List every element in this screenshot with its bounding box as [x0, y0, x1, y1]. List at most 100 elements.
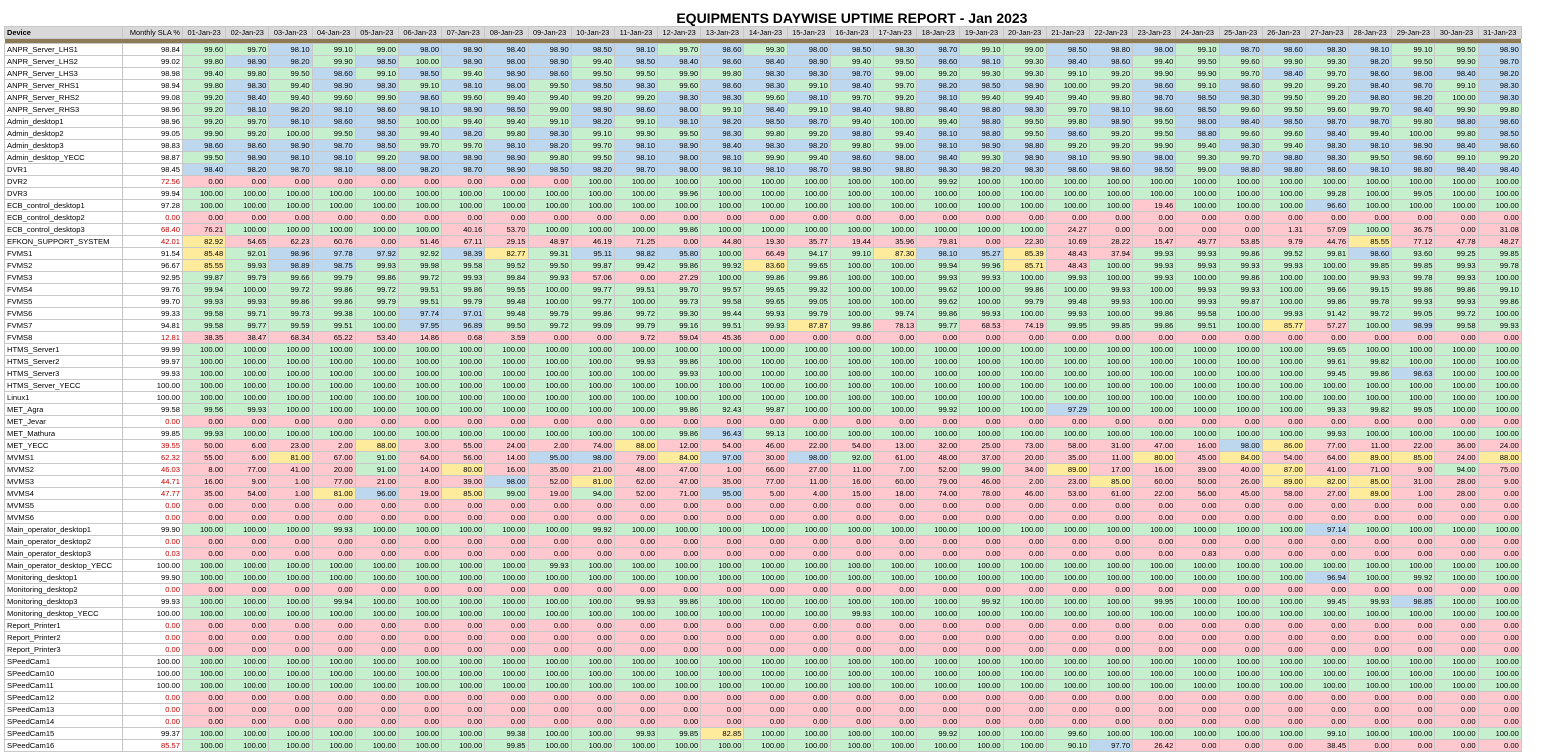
uptime-cell[interactable]: 100.00	[484, 571, 529, 584]
uptime-cell[interactable]: 0.00	[1045, 703, 1090, 716]
uptime-cell[interactable]: 0.00	[1391, 211, 1436, 224]
uptime-cell[interactable]: 0.00	[959, 331, 1004, 344]
uptime-cell[interactable]: 0.00	[570, 211, 615, 224]
uptime-cell[interactable]: 99.86	[1132, 307, 1177, 320]
uptime-cell[interactable]: 0.00	[1218, 619, 1263, 632]
uptime-cell[interactable]: 0.00	[1391, 619, 1436, 632]
uptime-cell[interactable]: 0.00	[484, 415, 529, 428]
uptime-cell[interactable]: 100.00	[700, 595, 745, 608]
uptime-cell[interactable]: 100.00	[1218, 367, 1263, 380]
uptime-cell[interactable]: 100.00	[1434, 391, 1479, 404]
uptime-cell[interactable]: 100.00	[441, 523, 486, 536]
uptime-cell[interactable]: 100.00	[1175, 571, 1220, 584]
uptime-cell[interactable]: 0.00	[1088, 415, 1134, 428]
uptime-cell[interactable]: 100.00	[1477, 307, 1522, 320]
uptime-cell[interactable]: 0.00	[1434, 511, 1479, 524]
uptime-cell[interactable]: 76.21	[181, 223, 227, 236]
monthly-sla-cell[interactable]: 99.33	[122, 307, 183, 320]
uptime-cell[interactable]: 100.00	[1477, 595, 1522, 608]
uptime-cell[interactable]: 0.00	[354, 535, 399, 548]
uptime-cell[interactable]: 100.00	[1391, 667, 1436, 680]
date-column-header[interactable]: 23-Jan-23	[1132, 26, 1177, 39]
uptime-cell[interactable]: 100.00	[311, 355, 356, 368]
uptime-cell[interactable]: 0.00	[225, 175, 270, 188]
uptime-cell[interactable]: 99.40	[1348, 127, 1393, 140]
uptime-cell[interactable]: 0.00	[1391, 691, 1436, 704]
uptime-cell[interactable]: 0.00	[657, 235, 702, 248]
uptime-cell[interactable]: 0.00	[311, 175, 356, 188]
uptime-cell[interactable]: 99.20	[181, 115, 227, 128]
uptime-cell[interactable]: 32.00	[916, 439, 961, 452]
uptime-cell[interactable]: 64.00	[1304, 451, 1350, 464]
uptime-cell[interactable]: 0.00	[829, 499, 875, 512]
uptime-cell[interactable]: 99.10	[829, 247, 875, 260]
uptime-cell[interactable]: 0.00	[1002, 715, 1047, 728]
uptime-cell[interactable]: 98.10	[916, 127, 961, 140]
uptime-cell[interactable]: 98.70	[268, 163, 313, 176]
uptime-cell[interactable]: 0.00	[181, 619, 227, 632]
uptime-cell[interactable]: 99.78	[1391, 271, 1436, 284]
uptime-cell[interactable]: 99.70	[397, 139, 443, 152]
uptime-cell[interactable]: 100.00	[657, 739, 702, 752]
uptime-cell[interactable]: 85.77	[1261, 319, 1306, 332]
uptime-cell[interactable]: 100.00	[700, 679, 745, 692]
device-name-cell[interactable]: HTMS_Server1	[4, 343, 123, 356]
uptime-cell[interactable]: 96.89	[441, 319, 486, 332]
uptime-cell[interactable]: 100.00	[1477, 343, 1522, 356]
date-column-header[interactable]: 02-Jan-23	[225, 26, 270, 39]
uptime-cell[interactable]: 0.00	[570, 547, 615, 560]
uptime-cell[interactable]: 99.86	[829, 319, 875, 332]
date-column-header[interactable]: 16-Jan-23	[829, 26, 875, 39]
uptime-cell[interactable]: 100.00	[354, 187, 399, 200]
monthly-sla-cell[interactable]: 92.95	[122, 271, 183, 284]
uptime-cell[interactable]: 99.80	[527, 151, 572, 164]
uptime-cell[interactable]: 100.00	[1261, 667, 1306, 680]
uptime-cell[interactable]: 100.00	[872, 403, 918, 416]
uptime-cell[interactable]: 100.00	[311, 607, 356, 620]
uptime-cell[interactable]: 99.05	[1391, 307, 1436, 320]
uptime-cell[interactable]: 0.00	[397, 703, 443, 716]
uptime-cell[interactable]: 26.00	[1218, 475, 1263, 488]
uptime-cell[interactable]: 100.00	[268, 127, 313, 140]
device-name-cell[interactable]: MET_Agra	[4, 403, 123, 416]
uptime-cell[interactable]: 0.00	[1304, 691, 1350, 704]
uptime-cell[interactable]: 100.00	[1477, 667, 1522, 680]
uptime-cell[interactable]: 85.55	[181, 259, 227, 272]
uptime-cell[interactable]: 0.00	[1175, 583, 1220, 596]
uptime-cell[interactable]: 99.90	[181, 127, 227, 140]
monthly-sla-cell[interactable]: 91.54	[122, 247, 183, 260]
uptime-cell[interactable]: 98.40	[829, 103, 875, 116]
uptime-cell[interactable]: 0.00	[181, 499, 227, 512]
uptime-cell[interactable]: 99.40	[397, 127, 443, 140]
uptime-cell[interactable]: 0.00	[1218, 715, 1263, 728]
device-name-cell[interactable]: Monitoring_desktop_YECC	[4, 607, 123, 620]
uptime-cell[interactable]: 99.80	[1391, 115, 1436, 128]
device-name-cell[interactable]: SPeedCam11	[4, 679, 123, 692]
uptime-cell[interactable]: 100.00	[613, 679, 659, 692]
uptime-cell[interactable]: 99.93	[1088, 295, 1134, 308]
uptime-cell[interactable]: 100.00	[484, 403, 529, 416]
uptime-cell[interactable]: 100.00	[268, 223, 313, 236]
uptime-cell[interactable]: 100.00	[527, 655, 572, 668]
uptime-cell[interactable]: 100.00	[1088, 607, 1134, 620]
uptime-cell[interactable]: 98.30	[700, 127, 745, 140]
uptime-cell[interactable]: 100.00	[441, 727, 486, 740]
uptime-cell[interactable]: 100.00	[570, 391, 615, 404]
uptime-cell[interactable]: 100.00	[527, 739, 572, 752]
uptime-cell[interactable]: 100.00	[1002, 595, 1047, 608]
device-name-cell[interactable]: MVMS6	[4, 511, 123, 524]
uptime-cell[interactable]: 99.20	[786, 127, 831, 140]
uptime-cell[interactable]: 99.90	[1434, 103, 1479, 116]
monthly-sla-cell[interactable]: 99.99	[122, 343, 183, 356]
uptime-cell[interactable]: 96.00	[354, 487, 399, 500]
uptime-cell[interactable]: 24.00	[484, 439, 529, 452]
device-name-cell[interactable]: ANPR_Server_LHS2	[4, 55, 123, 68]
uptime-cell[interactable]: 100.00	[1304, 655, 1350, 668]
uptime-cell[interactable]: 98.00	[1391, 67, 1436, 80]
uptime-cell[interactable]: 99.93	[1261, 307, 1306, 320]
uptime-cell[interactable]: 98.50	[527, 163, 572, 176]
uptime-cell[interactable]: 95.27	[959, 247, 1004, 260]
uptime-cell[interactable]: 100.00	[613, 199, 659, 212]
uptime-cell[interactable]: 55.00	[181, 451, 227, 464]
uptime-cell[interactable]: 8.00	[181, 463, 227, 476]
